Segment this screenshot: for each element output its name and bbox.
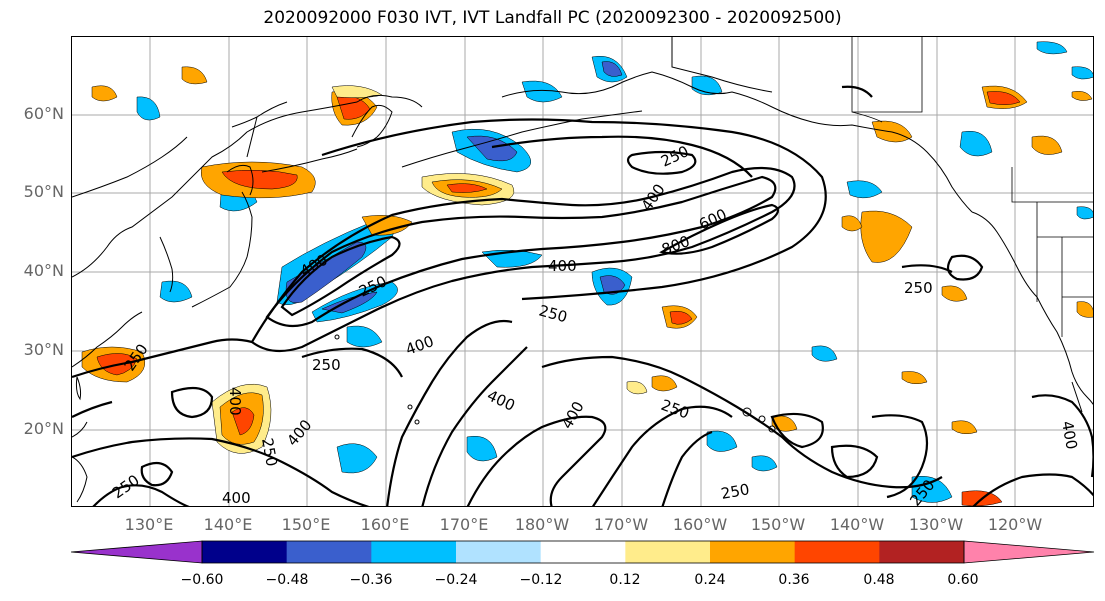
colorbar-tick: −0.36 — [349, 572, 393, 588]
contour-label: 250 — [904, 279, 933, 297]
colorbar-bin — [879, 541, 965, 563]
map-panel: 400 250 250 400 250 400 800 600 400 250 … — [71, 36, 1094, 507]
colorbar-segments — [71, 541, 1094, 563]
colorbar-bin — [202, 541, 288, 563]
lon-label-120w: 120°W — [987, 515, 1043, 534]
coastlines — [72, 37, 1093, 503]
colorbar-tick: 0.48 — [863, 572, 895, 588]
contour-label: 250 — [537, 301, 569, 326]
contour-label: 250 — [109, 471, 143, 502]
lon-label-180w: 180°W — [514, 515, 570, 534]
colorbar-extend-max — [964, 541, 1094, 563]
lon-label-160e: 160°E — [360, 515, 410, 534]
colorbar-bin — [710, 541, 796, 563]
lat-label-20n: 20°N — [23, 419, 64, 438]
colorbar-tick: −0.60 — [180, 572, 224, 588]
lat-label-50n: 50°N — [23, 182, 64, 201]
colorbar-tick: −0.48 — [265, 572, 309, 588]
colorbar — [71, 540, 1095, 564]
colorbar-extend-min — [71, 541, 202, 563]
colorbar-bin — [456, 541, 542, 563]
contour-label: 400 — [558, 398, 588, 432]
lat-label-40n: 40°N — [23, 261, 64, 280]
ivt-contours — [72, 85, 1093, 506]
map-title: 2020092000 F030 IVT, IVT Landfall PC (20… — [263, 8, 842, 28]
lon-label-130e: 130°E — [124, 515, 174, 534]
colorbar-tick: −0.24 — [434, 572, 478, 588]
colorbar-tick: 0.12 — [609, 572, 641, 588]
lat-label-60n: 60°N — [23, 104, 64, 123]
lon-label-170w: 170°W — [593, 515, 649, 534]
colorbar-bin — [540, 541, 626, 563]
lat-label-30n: 30°N — [23, 340, 64, 359]
contour-label: 400 — [222, 489, 251, 507]
lon-label-150w: 150°W — [750, 515, 806, 534]
contour-label: 250 — [312, 356, 341, 374]
map-canvas: 400 250 250 400 250 400 800 600 400 250 … — [72, 37, 1093, 507]
colorbar-bin — [371, 541, 457, 563]
colorbar-bin — [286, 541, 372, 563]
lon-label-150e: 150°E — [281, 515, 331, 534]
colorbar-tick: 0.36 — [778, 572, 810, 588]
lon-label-160w: 160°W — [672, 515, 728, 534]
colorbar-tick: 0.24 — [694, 572, 726, 588]
lon-label-140e: 140°E — [203, 515, 253, 534]
contour-label: 400 — [638, 181, 669, 215]
colorbar-bin — [794, 541, 880, 563]
contour-label: 400 — [403, 332, 436, 359]
lon-label-130w: 130°W — [908, 515, 964, 534]
contour-label: 400 — [1058, 420, 1081, 451]
contour-label: 400 — [283, 416, 315, 450]
lon-label-170e: 170°E — [439, 515, 489, 534]
colorbar-tick: −0.12 — [519, 572, 563, 588]
contour-label: 250 — [720, 480, 751, 503]
contour-label: 250 — [258, 437, 281, 468]
positive-pc-shading — [81, 66, 1093, 506]
contour-label: 400 — [226, 387, 244, 416]
colorbar-bin — [625, 541, 711, 563]
contour-label: 250 — [658, 142, 692, 170]
colorbar-tick: 0.60 — [947, 572, 979, 588]
political-borders — [851, 37, 1093, 337]
lon-label-140w: 140°W — [829, 515, 885, 534]
contour-label: 400 — [484, 386, 518, 414]
contour-label: 400 — [548, 257, 577, 275]
